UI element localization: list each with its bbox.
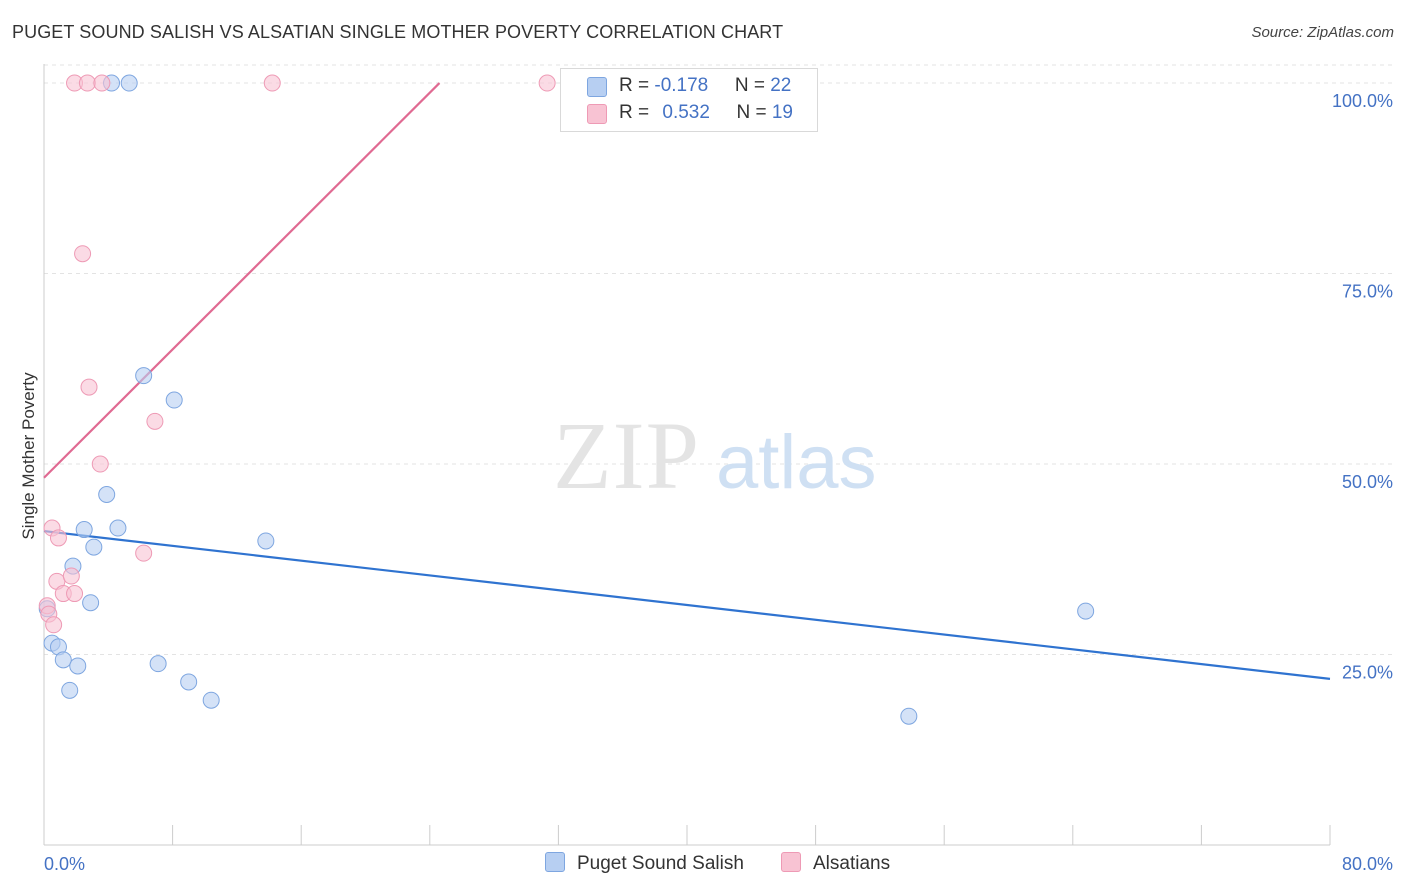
data-point-pink [74,245,92,263]
data-point-blue [98,486,116,504]
axes [43,64,1331,846]
data-point-pink [62,567,80,585]
trend-line-pink [43,82,441,479]
data-point-pink [91,455,109,473]
watermark-atlas: atlas [716,420,877,505]
chart-title: PUGET SOUND SALISH VS ALSATIAN SINGLE MO… [12,22,784,42]
data-point-pink [66,585,84,603]
data-point-pink [538,74,556,92]
legend-swatch-blue [545,852,565,872]
x-tick-label: 80.0% [1342,854,1393,874]
data-point-blue [135,367,153,385]
y-tick-label: 50.0% [1342,472,1393,492]
data-point-blue [257,532,275,550]
legend-stats: R = 0.532 N = 19 [619,102,793,124]
data-point-pink [135,544,153,562]
tick-labels: 25.0% 50.0% 75.0% 100.0% 0.0% 80.0% [44,91,1393,874]
r-label: R = [619,102,655,123]
data-point-blue [61,681,79,699]
data-point-blue [69,657,87,675]
data-point-blue [120,74,138,92]
watermark-zip: ZIP [553,402,700,509]
r-label: R = [619,75,655,96]
data-point-blue [75,521,93,539]
source-label: Source: ZipAtlas.com [1251,24,1394,41]
trend-line-blue [43,529,1331,680]
x-tick-label: 0.0% [44,854,85,874]
r-value: -0.178 [654,75,709,96]
data-point-pink [45,616,63,634]
n-label: N = [736,102,772,123]
y-axis-title: Single Mother Poverty [19,372,38,540]
legend-swatch-pink [587,104,607,124]
data-point-pink [146,412,164,430]
n-value: 22 [770,75,792,96]
data-point-pink [93,74,111,92]
legend-item-puget: Puget Sound Salish [545,852,744,875]
data-point-blue [82,594,100,612]
data-point-blue [900,707,918,725]
trend-lines [43,82,1331,680]
data-points [38,74,1095,725]
r-value: 0.532 [662,102,710,123]
data-point-pink [49,529,67,547]
data-point-blue [109,519,127,537]
data-point-blue [165,391,183,409]
correlation-legend: R = -0.178 N = 22 R = 0.532 N = 19 [560,68,818,132]
grid-lines [44,64,1392,656]
y-tick-label: 100.0% [1332,91,1393,111]
data-point-blue [1077,602,1095,620]
data-point-pink [78,74,96,92]
y-tick-label: 25.0% [1342,663,1393,683]
data-point-pink [80,378,98,396]
y-tick-label: 75.0% [1342,282,1393,302]
legend-item-alsatians: Alsatians [781,852,890,875]
data-point-blue [180,673,198,691]
legend-swatch-blue [587,77,607,97]
legend-swatch-pink [781,852,801,872]
legend-label: Puget Sound Salish [577,853,744,874]
legend-stats: R = -0.178 N = 22 [619,75,791,97]
data-point-blue [149,655,167,673]
data-point-blue [85,538,103,556]
watermark: ZIP atlas [553,402,877,509]
data-point-pink [263,74,281,92]
n-value: 19 [771,102,793,123]
legend-label: Alsatians [813,853,891,874]
data-point-blue [202,691,220,709]
n-label: N = [734,75,771,96]
data-point-blue [54,651,72,669]
